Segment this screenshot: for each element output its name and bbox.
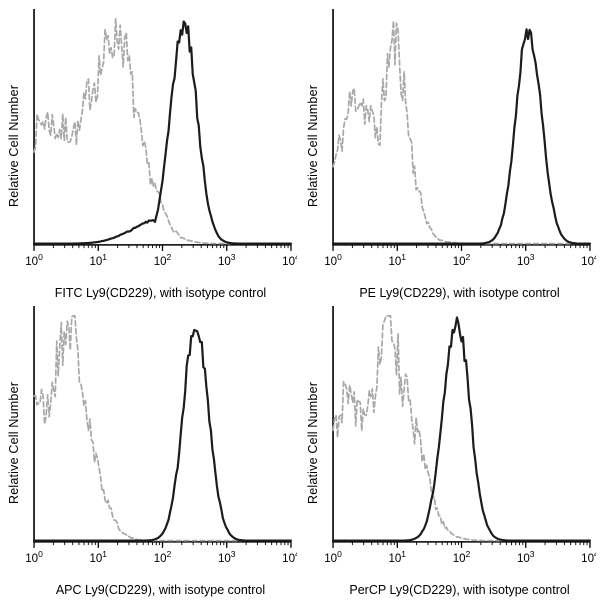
svg-text:104: 104 (282, 549, 297, 565)
svg-text:101: 101 (388, 549, 406, 565)
plot-area-pe: 100 101 102 103 104 (323, 6, 596, 285)
plot-area-apc: 100 101 102 103 104 (24, 303, 297, 582)
histogram-plot-fitc: 100 101 102 103 104 (25, 9, 297, 268)
panel-percp: Relative Cell Number 100 101 102 103 104 Per… (303, 303, 596, 600)
panel-pe: Relative Cell Number 100 101 102 103 104 PE … (303, 6, 596, 303)
y-axis-label-percp: Relative Cell Number (306, 381, 320, 504)
svg-text:102: 102 (154, 252, 172, 268)
histogram-plot-percp: 100 101 102 103 104 (324, 306, 596, 565)
plot-area-percp: 100 101 102 103 104 (323, 303, 596, 582)
histogram-plot-pe: 100 101 102 103 104 (324, 9, 596, 268)
svg-text:103: 103 (517, 549, 535, 565)
svg-text:103: 103 (517, 252, 535, 268)
x-axis-label-fitc: FITC Ly9(CD229), with isotype control (54, 286, 267, 301)
y-axis-label-fitc: Relative Cell Number (7, 84, 21, 207)
x-axis-label-pe: PE Ly9(CD229), with isotype control (359, 286, 560, 301)
svg-text:101: 101 (388, 252, 406, 268)
svg-text:102: 102 (453, 252, 471, 268)
x-axis-label-apc: APC Ly9(CD229), with isotype control (55, 583, 266, 598)
svg-text:100: 100 (324, 252, 342, 268)
svg-text:103: 103 (218, 549, 236, 565)
svg-text:103: 103 (218, 252, 236, 268)
y-axis-label-pe: Relative Cell Number (306, 84, 320, 207)
y-axis-label-apc: Relative Cell Number (7, 381, 21, 504)
svg-text:101: 101 (89, 549, 107, 565)
svg-text:104: 104 (282, 252, 297, 268)
panel-apc: Relative Cell Number 100 101 102 103 104 APC… (4, 303, 297, 600)
svg-text:101: 101 (89, 252, 107, 268)
svg-text:102: 102 (453, 549, 471, 565)
svg-text:100: 100 (25, 549, 43, 565)
svg-text:100: 100 (324, 549, 342, 565)
histogram-plot-apc: 100 101 102 103 104 (25, 306, 297, 565)
plot-area-fitc: 100 101 102 103 104 (24, 6, 297, 285)
svg-text:102: 102 (154, 549, 172, 565)
panel-fitc: Relative Cell Number 100 101 102 103 104 FIT… (4, 6, 297, 303)
svg-text:104: 104 (581, 549, 596, 565)
x-axis-label-percp: PerCP Ly9(CD229), with isotype control (349, 583, 570, 598)
svg-text:104: 104 (581, 252, 596, 268)
svg-text:100: 100 (25, 252, 43, 268)
